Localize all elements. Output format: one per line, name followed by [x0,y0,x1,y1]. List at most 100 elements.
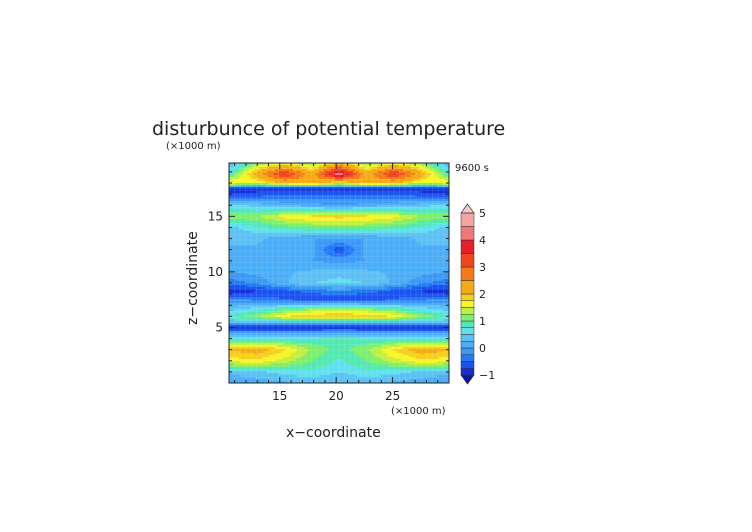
field-cell [265,215,268,218]
field-cell [335,185,338,188]
field-cell [269,217,272,220]
field-cell [247,233,250,236]
field-cell [337,187,340,190]
field-cell [435,177,438,180]
field-cell [275,251,278,254]
field-cell [409,213,412,216]
field-cell [413,175,416,178]
field-cell [323,195,326,198]
field-cell [411,225,414,228]
field-cell [441,181,444,184]
field-cell [411,219,414,222]
field-cell [331,213,334,216]
field-cell [245,217,248,220]
field-cell [285,205,288,208]
field-cell [369,241,372,244]
field-cell [365,209,368,212]
field-cell [355,207,358,210]
field-cell [369,193,372,196]
field-cell [285,193,288,196]
field-cell [269,235,272,238]
field-cell [399,219,402,222]
field-cell [251,239,254,242]
field-cell [339,219,342,222]
field-cell [321,203,324,206]
field-cell [275,243,278,246]
field-cell [297,199,300,202]
field-cell [429,227,432,230]
field-cell [371,205,374,208]
field-cell [429,205,432,208]
field-cell [237,181,240,184]
field-cell [423,213,426,216]
field-cell [397,221,400,224]
field-cell [439,171,442,174]
field-cell [361,251,364,254]
field-cell [427,211,430,214]
field-cell [317,227,320,230]
field-cell [311,239,314,242]
field-cell [441,175,444,178]
field-cell [337,215,340,218]
field-cell [275,235,278,238]
field-cell [419,169,422,172]
field-cell [437,165,440,168]
field-cell [433,229,436,232]
field-cell [443,211,446,214]
field-cell [357,223,360,226]
field-cell [411,197,414,200]
field-cell [313,165,316,168]
field-cell [343,209,346,212]
field-cell [247,253,250,256]
field-cell [391,175,394,178]
field-cell [347,185,350,188]
field-cell [441,211,444,214]
field-cell [229,209,232,212]
field-cell [341,163,344,166]
field-cell [341,241,344,244]
field-cell [417,247,420,250]
field-cell [397,169,400,172]
field-cell [331,205,334,208]
field-cell [275,201,278,204]
field-cell [411,167,414,170]
field-cell [315,169,318,172]
field-cell [399,233,402,236]
field-cell [339,223,342,226]
field-cell [279,227,282,230]
field-cell [357,227,360,230]
field-cell [285,175,288,178]
field-cell [309,197,312,200]
field-cell [251,177,254,180]
field-cell [313,207,316,210]
field-cell [361,225,364,228]
field-cell [373,215,376,218]
field-cell [385,227,388,230]
field-cell [239,225,242,228]
field-cell [353,233,356,236]
field-cell [447,199,450,202]
field-cell [275,207,278,210]
field-cell [237,207,240,210]
field-cell [429,229,432,232]
field-cell [401,247,404,250]
field-cell [421,175,424,178]
field-cell [417,233,420,236]
field-cell [425,231,428,234]
field-cell [299,169,302,172]
field-cell [399,171,402,174]
field-cell [389,185,392,188]
field-cell [301,225,304,228]
field-cell [375,237,378,240]
field-cell [393,241,396,244]
field-cell [419,163,422,166]
field-cell [247,183,250,186]
field-cell [359,239,362,242]
field-cell [247,223,250,226]
field-cell [303,237,306,240]
field-cell [381,173,384,176]
field-cell [363,199,366,202]
field-cell [349,235,352,238]
field-cell [303,173,306,176]
field-cell [375,213,378,216]
